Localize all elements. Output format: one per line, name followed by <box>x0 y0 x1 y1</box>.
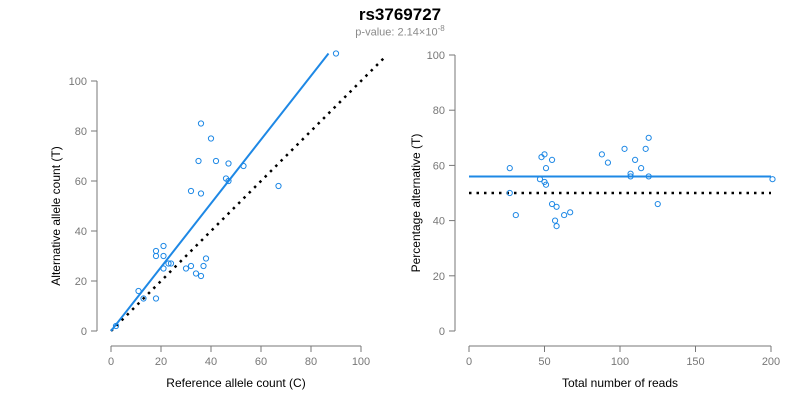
data-point <box>551 217 559 224</box>
p-value-text: p-value: 2.14×10 <box>355 26 438 39</box>
data-point <box>642 145 649 152</box>
data-point <box>187 262 195 270</box>
data-point <box>627 170 634 177</box>
y-axis-label: Alternative allele count (T) <box>49 146 63 285</box>
y-tick-label: 80 <box>75 126 87 138</box>
data-point <box>506 165 513 172</box>
data-point <box>506 189 513 197</box>
y-tick-label: 20 <box>75 276 87 288</box>
data-point <box>135 287 142 295</box>
data-point <box>182 265 190 272</box>
y-tick-label: 0 <box>81 326 87 338</box>
data-point <box>638 165 645 172</box>
x-tick-label: 100 <box>352 356 370 368</box>
data-point <box>240 162 247 170</box>
fit-line <box>110 52 330 332</box>
chart-subtitle: p-value: 2.14×10-8 <box>0 24 800 39</box>
data-point <box>645 134 652 141</box>
p-value-exponent: -8 <box>437 24 445 33</box>
data-point <box>112 322 120 330</box>
data-point <box>536 176 544 183</box>
x-axis-label: Reference allele count (C) <box>166 376 305 390</box>
x-tick-label: 80 <box>305 356 317 368</box>
data-point <box>632 156 639 163</box>
data-point <box>553 203 560 210</box>
y-tick-label: 0 <box>439 326 445 338</box>
data-point <box>769 176 776 183</box>
x-tick-label: 100 <box>611 356 629 368</box>
data-point <box>207 135 215 142</box>
x-tick-label: 40 <box>205 356 217 368</box>
data-point <box>598 151 605 158</box>
data-point <box>165 260 172 267</box>
x-tick-label: 0 <box>466 356 472 368</box>
data-point <box>561 211 568 219</box>
data-point <box>542 181 550 188</box>
data-point <box>212 157 220 165</box>
data-point <box>541 151 548 158</box>
y-tick-label: 40 <box>75 226 87 238</box>
x-tick-label: 20 <box>155 356 167 368</box>
data-point <box>167 260 175 267</box>
data-point <box>567 209 574 216</box>
data-point <box>275 182 282 190</box>
data-point <box>542 165 550 172</box>
data-point <box>160 242 167 250</box>
x-tick-label: 200 <box>762 356 780 368</box>
data-point <box>187 187 195 195</box>
data-point <box>197 190 205 197</box>
data-point <box>195 157 202 165</box>
data-point <box>548 156 556 163</box>
data-point <box>160 265 167 272</box>
data-point <box>548 200 556 208</box>
data-point <box>225 177 232 185</box>
x-axis-label: Total number of reads <box>562 376 678 390</box>
reference-line <box>110 55 387 332</box>
data-point <box>654 200 661 208</box>
data-point <box>332 50 340 57</box>
x-tick-label: 0 <box>108 356 114 368</box>
y-tick-label: 100 <box>427 50 445 62</box>
data-point <box>225 160 232 167</box>
y-tick-label: 40 <box>433 216 445 228</box>
y-axis-label: Percentage alternative (T) <box>409 134 423 273</box>
data-point <box>553 223 560 230</box>
data-point <box>192 270 200 277</box>
data-point <box>621 145 628 152</box>
y-tick-label: 60 <box>433 160 445 172</box>
data-point <box>140 295 147 302</box>
data-point <box>512 211 519 219</box>
x-tick-label: 60 <box>255 356 267 368</box>
y-tick-label: 60 <box>75 176 87 188</box>
data-point <box>160 252 167 260</box>
data-point <box>202 255 210 262</box>
data-point <box>197 120 205 127</box>
y-tick-label: 100 <box>69 76 87 88</box>
data-point <box>152 295 160 302</box>
data-point <box>152 247 160 255</box>
data-point <box>604 159 612 166</box>
y-tick-label: 20 <box>433 271 445 283</box>
x-tick-label: 150 <box>686 356 704 368</box>
data-point <box>197 272 205 280</box>
data-point <box>627 173 634 180</box>
data-point <box>200 262 207 270</box>
x-tick-label: 50 <box>538 356 550 368</box>
data-point <box>152 252 160 260</box>
data-point <box>645 173 652 180</box>
y-tick-label: 80 <box>433 105 445 117</box>
chart-title: rs3769727 <box>358 5 442 24</box>
